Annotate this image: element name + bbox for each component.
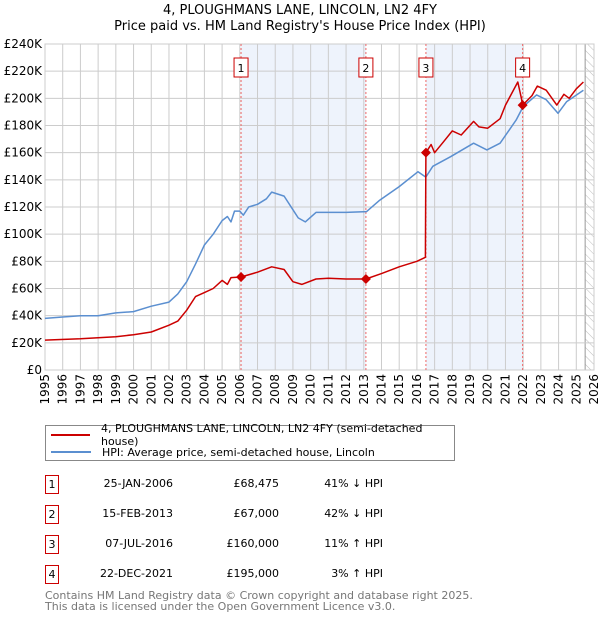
sale-label-box (358, 57, 374, 78)
x-tick-label: 2012 (339, 374, 353, 405)
sale-label: 3 (422, 62, 429, 75)
legend-swatch-red (51, 434, 90, 436)
x-tick-label: 2003 (180, 374, 194, 405)
x-tick-label: 2015 (392, 374, 406, 405)
sale-hpi-diff: 42% ↓ HPI (324, 507, 383, 520)
x-tick-label: 2004 (197, 374, 211, 405)
x-tick-label: 2000 (127, 374, 141, 405)
footer-licence: This data is licensed under the Open Gov… (45, 600, 396, 613)
sale-number: 4 (45, 565, 59, 584)
plot-border (44, 43, 595, 371)
x-tick-label: 1997 (73, 374, 87, 405)
sale-point (360, 273, 371, 284)
x-tick-label: 2009 (286, 374, 300, 405)
legend: 4, PLOUGHMANS LANE, LINCOLN, LN2 4FY (se… (45, 422, 455, 461)
x-tick-label: 1996 (56, 374, 70, 405)
x-tick-label: 2005 (215, 374, 229, 405)
sale-date: 22-DEC-2021 (99, 567, 173, 580)
sale-point (517, 100, 528, 111)
sale-price: £67,000 (233, 507, 280, 520)
x-tick-label: 2019 (463, 374, 477, 405)
sale-price: £195,000 (226, 567, 280, 580)
x-tick-label: 2024 (552, 374, 566, 405)
sale-row: 2 15-FEB-2013 £67,000 42% ↓ HPI (45, 505, 465, 525)
x-tick-label: 1999 (109, 374, 123, 405)
sale-number: 3 (45, 535, 59, 554)
sale-row: 1 25-JAN-2006 £68,475 41% ↓ HPI (45, 475, 465, 495)
sale-price: £68,475 (233, 477, 280, 490)
chart-subtitle: Price paid vs. HM Land Registry's House … (114, 19, 486, 34)
sale-date: 25-JAN-2006 (103, 477, 173, 490)
sale-label: 2 (362, 62, 369, 75)
hpi-line (44, 89, 584, 320)
sale-row: 4 22-DEC-2021 £195,000 3% ↑ HPI (45, 565, 465, 585)
y-tick-label: £240K (4, 37, 44, 51)
x-tick-label: 2007 (251, 374, 265, 405)
x-tick-label: 2025 (569, 374, 583, 405)
y-tick-label: £120K (4, 200, 44, 214)
x-tick-label: 2020 (481, 374, 495, 405)
legend-item-property: 4, PLOUGHMANS LANE, LINCOLN, LN2 4FY (se… (51, 422, 454, 448)
y-tick-label: £0 (27, 363, 42, 377)
x-tick-label: 2013 (357, 374, 371, 405)
x-tick-label: 2006 (233, 374, 247, 405)
y-tick-label: £40K (11, 309, 43, 323)
x-tick-label: 2026 (587, 374, 600, 405)
chart-title: 4, PLOUGHMANS LANE, LINCOLN, LN2 4FY (162, 3, 437, 18)
sale-price: £160,000 (226, 537, 280, 550)
x-tick-label: 2001 (144, 374, 158, 405)
sale-number: 1 (45, 475, 59, 494)
sale-label-box (233, 57, 249, 78)
sale-hpi-diff: 41% ↓ HPI (324, 477, 383, 490)
y-tick-label: £140K (4, 173, 44, 187)
sale-hpi-diff: 3% ↑ HPI (331, 567, 383, 580)
x-tick-label: 1995 (38, 374, 52, 405)
x-tick-label: 2021 (498, 374, 512, 405)
legend-swatch-blue (51, 451, 91, 453)
y-tick-label: £80K (11, 254, 43, 268)
x-tick-label: 2018 (445, 374, 459, 405)
y-tick-label: £20K (11, 336, 43, 350)
sale-point (236, 271, 247, 282)
sale-point (420, 147, 431, 158)
y-tick-label: £220K (4, 64, 44, 78)
sale-label: 1 (238, 62, 245, 75)
y-tick-label: £180K (4, 119, 44, 133)
y-tick-label: £60K (11, 282, 43, 296)
x-tick-label: 2016 (410, 374, 424, 405)
legend-item-hpi: HPI: Average price, semi-detached house,… (51, 444, 375, 460)
legend-label-hpi: HPI: Average price, semi-detached house,… (102, 445, 375, 459)
x-tick-label: 2014 (374, 374, 388, 405)
x-tick-label: 2002 (162, 374, 176, 405)
sale-label-box (515, 57, 531, 78)
x-tick-label: 2017 (428, 374, 442, 405)
sale-label: 4 (519, 62, 526, 75)
sale-label-box (418, 57, 434, 78)
y-tick-label: £100K (4, 227, 44, 241)
y-tick-label: £200K (4, 91, 44, 105)
sale-number: 2 (45, 505, 59, 524)
x-tick-label: 2008 (268, 374, 282, 405)
sale-row: 3 07-JUL-2016 £160,000 11% ↑ HPI (45, 535, 465, 555)
sale-hpi-diff: 11% ↑ HPI (324, 537, 383, 550)
footer-copyright: Contains HM Land Registry data © Crown c… (45, 589, 473, 602)
price-chart: 1995 1996 1997 1998 1999 2000 2001 2002 2003 2004… (4, 37, 600, 405)
x-tick-label: 2023 (534, 374, 548, 405)
x-tick-label: 2011 (321, 374, 335, 405)
x-tick-label: 2022 (516, 374, 530, 405)
sale-date: 07-JUL-2016 (105, 537, 173, 550)
x-tick-label: 2010 (304, 374, 318, 405)
sale-date: 15-FEB-2013 (102, 507, 173, 520)
y-tick-label: £160K (4, 146, 44, 160)
x-tick-label: 1998 (91, 374, 105, 405)
legend-label-property: 4, PLOUGHMANS LANE, LINCOLN, LN2 4FY (se… (100, 422, 423, 448)
